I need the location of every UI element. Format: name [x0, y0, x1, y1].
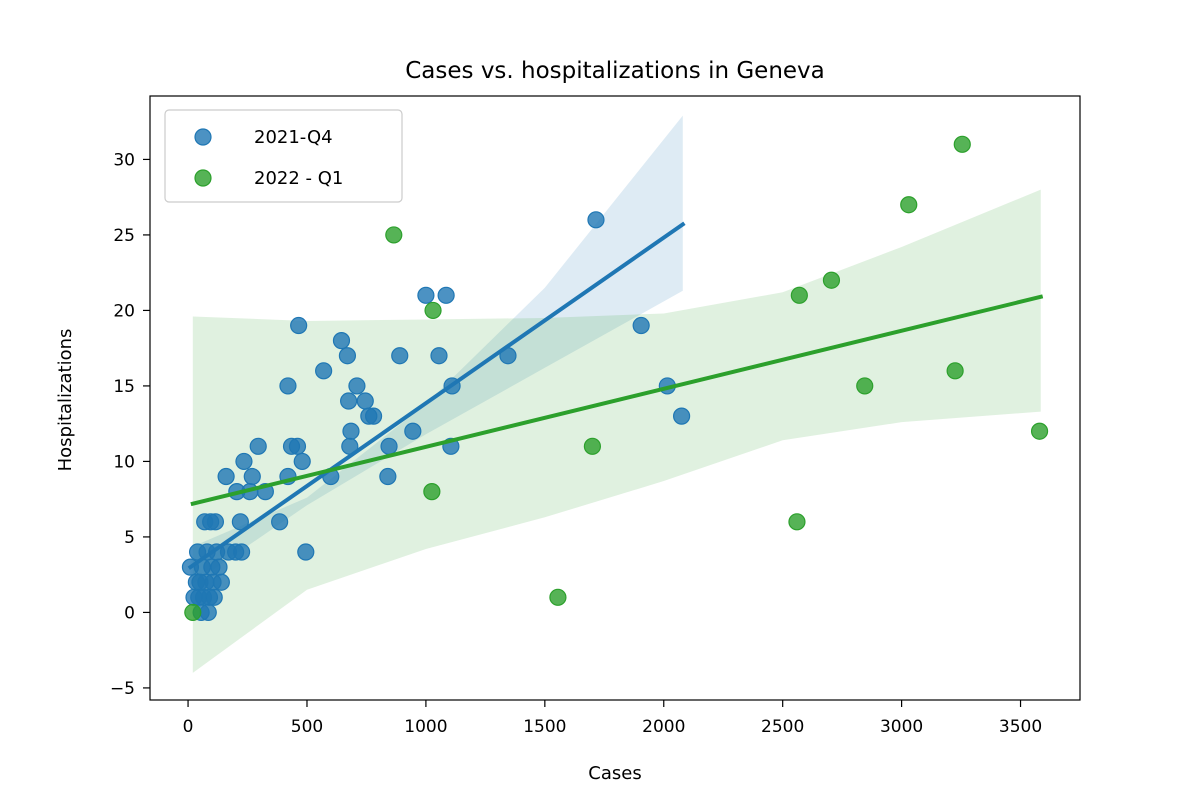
data-point-series1-54 — [380, 437, 398, 455]
y-tick-label: 0 — [124, 603, 135, 623]
data-point-series1-23 — [217, 467, 235, 486]
data-point-series2-13 — [953, 135, 971, 153]
data-point-series2-2 — [385, 226, 403, 244]
data-point-series2-12 — [946, 362, 964, 380]
x-tick-label: 3000 — [880, 717, 923, 737]
data-point-series1-45 — [338, 347, 357, 365]
data-point-series2-3 — [423, 483, 441, 501]
data-point-series1-18 — [205, 588, 223, 606]
data-point-series1-49 — [348, 377, 366, 395]
data-point-series2-5 — [549, 588, 567, 606]
x-tick-label: 3500 — [999, 717, 1042, 737]
data-point-series1-32 — [249, 437, 267, 455]
data-point-series2-14 — [1030, 422, 1049, 440]
data-point-series1-63 — [587, 211, 605, 229]
data-point-series1-46 — [340, 392, 358, 410]
data-point-series1-13 — [199, 603, 217, 622]
legend-label-2021-q4: 2021-Q4 — [254, 127, 333, 148]
data-point-series1-48 — [342, 422, 360, 440]
confidence-band-1 — [190, 115, 683, 586]
y-tick-label: 15 — [113, 377, 135, 397]
data-point-series2-9 — [822, 271, 841, 289]
data-point-series1-42 — [315, 362, 333, 380]
confidence-band-2 — [192, 189, 1041, 673]
data-point-series1-39 — [290, 316, 308, 335]
y-axis-label: Hospitalizations — [55, 329, 76, 472]
data-point-series1-53 — [379, 467, 397, 486]
data-point-series1-36 — [279, 377, 297, 395]
data-point-series2-1 — [184, 603, 202, 622]
axis-ticks: 0 500 1000 1500 2000 2500 3000 3500 −5 0 5 10 15 20 25… — [110, 150, 1042, 737]
data-point-series2-11 — [900, 196, 918, 214]
data-point-series1-41 — [297, 543, 315, 561]
data-point-series1-21 — [210, 558, 228, 576]
y-tick-label: 10 — [113, 452, 135, 472]
data-point-series2-7 — [788, 513, 806, 531]
data-point-series1-56 — [404, 422, 422, 440]
legend-label-2022-q1: 2022 - Q1 — [254, 168, 343, 189]
data-point-series1-38 — [288, 437, 307, 455]
data-point-series1-58 — [430, 347, 448, 365]
plot-frame — [149, 95, 1081, 701]
data-point-series1-52 — [364, 407, 383, 425]
data-point-series1-55 — [391, 347, 409, 365]
legend: 2021-Q4 2022 - Q1 — [164, 109, 403, 203]
legend-marker-2022-q1 — [194, 169, 212, 187]
plot-area — [181, 115, 1049, 673]
x-axis-label: Cases — [588, 763, 641, 784]
legend-marker-2021-q4 — [194, 128, 212, 146]
data-point-series1-50 — [356, 392, 374, 410]
y-tick-label: 30 — [113, 150, 135, 170]
x-tick-label: 1000 — [404, 717, 447, 737]
data-point-series1-66 — [672, 407, 691, 425]
data-point-series1-57 — [417, 286, 435, 304]
data-point-series1-22 — [212, 573, 230, 591]
x-tick-label: 2500 — [761, 717, 804, 737]
data-point-series1-34 — [271, 513, 289, 531]
y-tick-label: 5 — [124, 528, 135, 548]
data-point-series1-29 — [235, 452, 253, 471]
regression-line-2 — [190, 294, 1044, 507]
data-point-series1-19 — [206, 513, 225, 531]
data-point-series2-10 — [856, 377, 874, 395]
data-point-series1-27 — [231, 513, 249, 531]
data-point-series2-8 — [790, 286, 808, 304]
data-point-series1-59 — [437, 286, 455, 304]
y-tick-label: 25 — [113, 226, 135, 246]
data-point-series1-44 — [332, 332, 351, 350]
y-tick-label: 20 — [113, 301, 135, 321]
data-point-series1-28 — [232, 543, 251, 561]
data-point-series2-4 — [424, 301, 442, 320]
x-tick-label: 0 — [183, 717, 194, 737]
x-tick-label: 500 — [291, 717, 323, 737]
legend-box — [164, 109, 403, 203]
x-tick-label: 1500 — [523, 717, 566, 737]
data-point-series1-64 — [632, 316, 650, 335]
chart-title: Cases vs. hospitalizations in Geneva — [405, 58, 825, 84]
y-tick-label: −5 — [110, 679, 135, 699]
data-point-series1-40 — [293, 452, 311, 471]
regression-line-1 — [187, 221, 686, 570]
data-point-series1-31 — [243, 467, 261, 486]
data-point-series2-6 — [583, 437, 602, 455]
x-tick-label: 2000 — [642, 717, 685, 737]
